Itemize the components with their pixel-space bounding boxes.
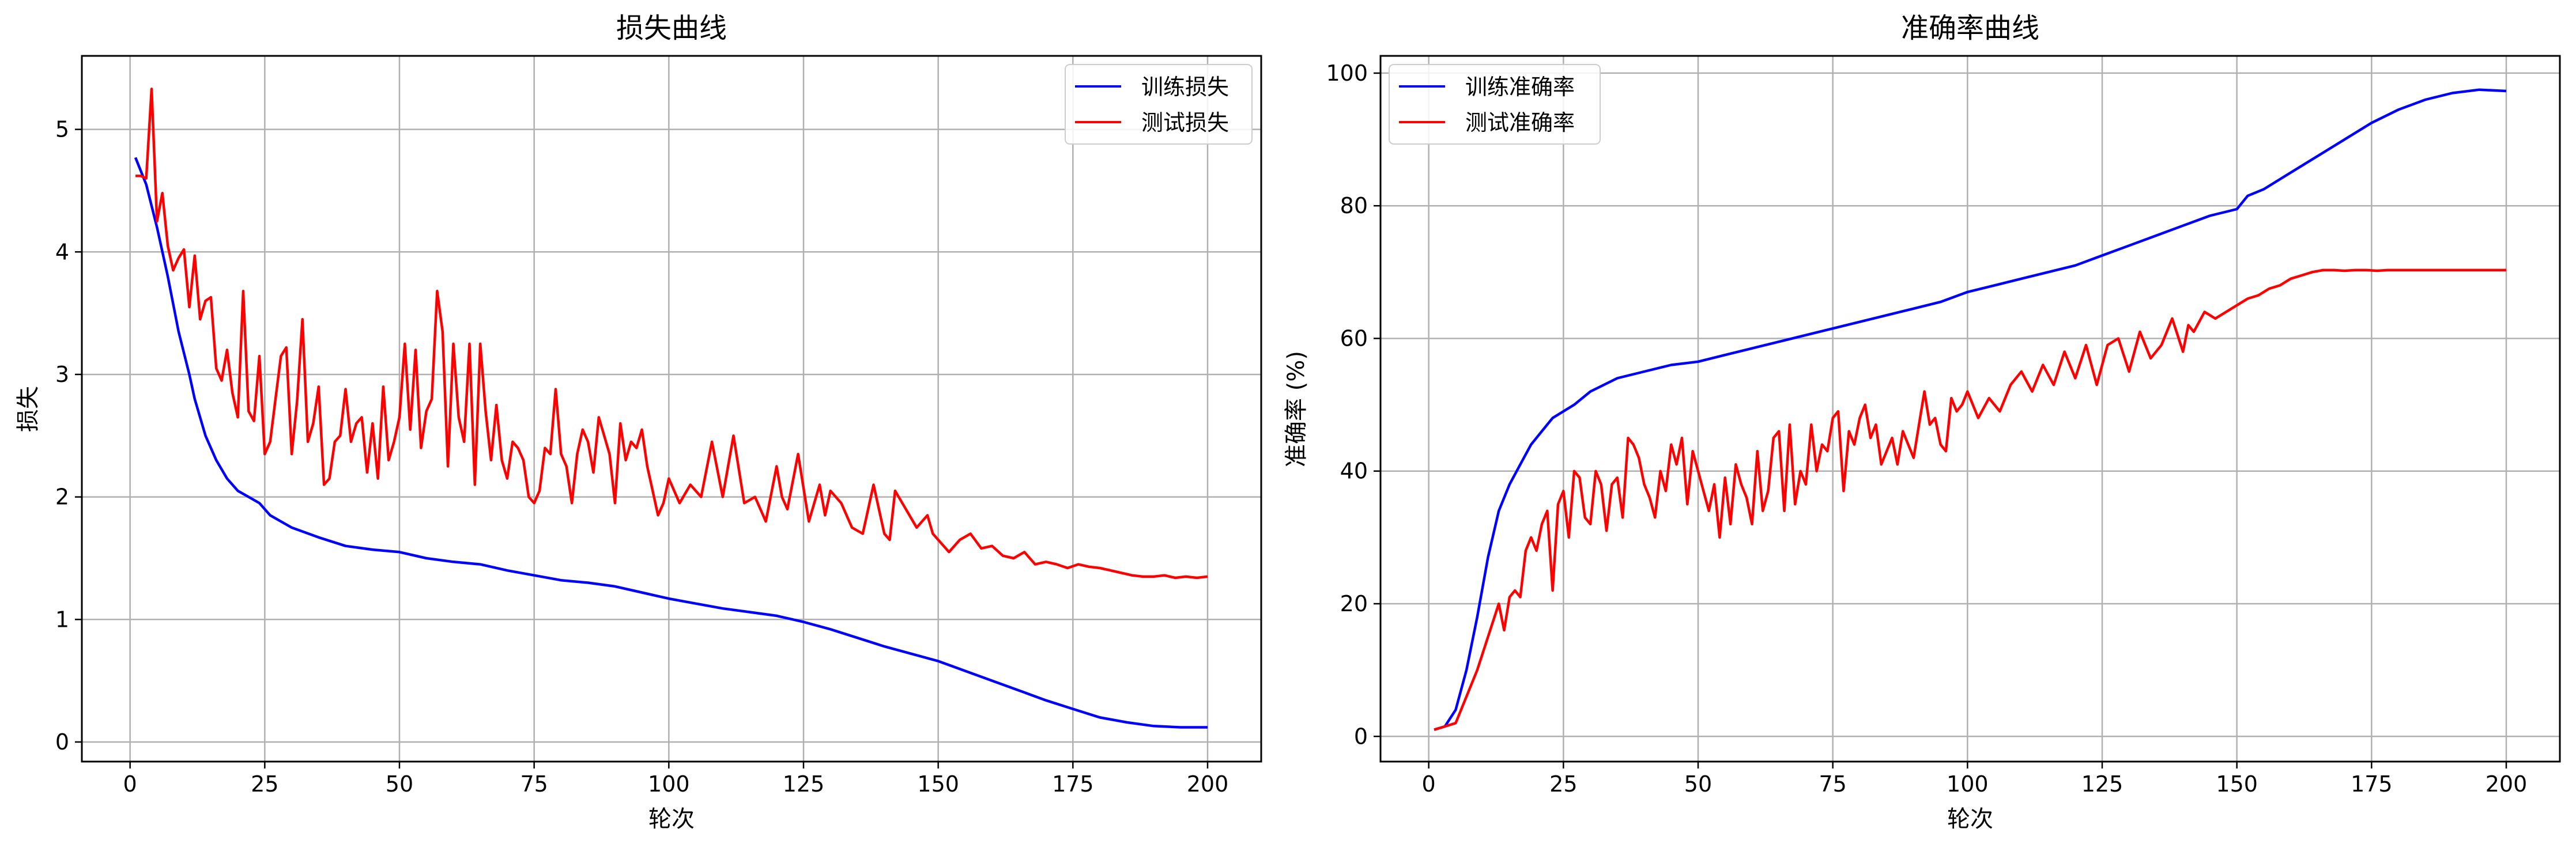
loss-y-tick-label-5: 5 (55, 117, 69, 142)
accuracy-x-tick-label-8: 200 (2486, 771, 2528, 797)
accuracy-x-tick-label-0: 0 (1422, 771, 1436, 797)
loss-x-tick-label-0: 0 (123, 771, 137, 797)
loss-y-tick-label-0: 0 (55, 729, 69, 755)
accuracy-chart-axes-frame (1379, 55, 2561, 763)
loss-chart-x-label: 轮次 (648, 806, 695, 832)
accuracy-series-line-0 (1434, 88, 2507, 731)
loss-chart-y-ticks: 0 1 2 3 4 5 (55, 117, 82, 755)
accuracy-chart-y-ticks: 0 20 40 60 80 100 (1326, 60, 1381, 749)
accuracy-y-tick-label-1: 20 (1340, 591, 1368, 616)
accuracy-legend-label-train: 训练准确率 (1465, 74, 1575, 100)
accuracy-x-tick-label-4: 100 (1947, 771, 1989, 797)
accuracy-chart-legend: 训练准确率 测试准确率 (1389, 64, 1601, 145)
loss-chart-series (134, 88, 1208, 729)
loss-chart-x-ticks: 0 25 50 75 100 125 150 175 200 (123, 762, 1229, 797)
accuracy-series-line-1 (1434, 268, 2506, 731)
loss-chart-y-label: 损失 (15, 386, 42, 432)
accuracy-chart-y-label: 准确率 (%) (1283, 351, 1310, 467)
accuracy-x-tick-label-1: 25 (1549, 771, 1577, 797)
loss-x-tick-label-7: 175 (1052, 771, 1094, 797)
loss-y-tick-label-1: 1 (55, 607, 69, 632)
loss-x-tick-label-5: 125 (783, 771, 825, 797)
accuracy-chart-title: 准确率曲线 (1901, 12, 2039, 44)
accuracy-x-tick-label-5: 125 (2081, 771, 2124, 797)
accuracy-chart-x-ticks: 0 25 50 75 100 125 150 175 200 (1422, 762, 2528, 797)
loss-chart: 损失曲线 0 25 50 75 100 125 150 175 200 0 1 2 3 4 5 轮次 损失… (15, 12, 1262, 832)
loss-y-tick-label-4: 4 (55, 239, 69, 264)
loss-y-tick-label-3: 3 (55, 362, 69, 387)
accuracy-y-tick-label-3: 60 (1340, 325, 1368, 351)
loss-legend-label-train: 训练损失 (1141, 74, 1229, 100)
accuracy-x-tick-label-3: 75 (1819, 771, 1846, 797)
accuracy-y-tick-label-0: 0 (1354, 724, 1368, 749)
accuracy-legend-label-test: 测试准确率 (1465, 110, 1575, 135)
accuracy-y-tick-label-5: 100 (1326, 60, 1368, 86)
loss-x-tick-label-3: 75 (520, 771, 548, 797)
loss-legend-box (1065, 64, 1253, 145)
loss-x-tick-label-1: 25 (251, 771, 278, 797)
accuracy-legend-box (1389, 64, 1601, 145)
accuracy-x-tick-label-2: 50 (1684, 771, 1712, 797)
loss-x-tick-label-8: 200 (1187, 771, 1229, 797)
loss-x-tick-label-6: 150 (917, 771, 959, 797)
accuracy-y-tick-label-2: 40 (1340, 459, 1368, 484)
accuracy-chart-x-label: 轮次 (1947, 806, 1993, 832)
loss-legend-label-test: 测试损失 (1141, 110, 1229, 135)
accuracy-chart: 准确率曲线 0 25 50 75 100 125 150 175 200 0 20 40 60 80 10… (1283, 12, 2561, 832)
loss-series-line-1 (135, 88, 1208, 580)
loss-series-line-0 (134, 157, 1208, 729)
loss-x-tick-label-4: 100 (648, 771, 690, 797)
accuracy-chart-series (1434, 88, 2507, 731)
loss-y-tick-label-2: 2 (55, 484, 69, 510)
loss-chart-title: 损失曲线 (616, 12, 727, 44)
loss-chart-legend: 训练损失 测试损失 (1065, 64, 1253, 145)
accuracy-x-tick-label-7: 175 (2351, 771, 2393, 797)
loss-x-tick-label-2: 50 (386, 771, 413, 797)
accuracy-x-tick-label-6: 150 (2216, 771, 2258, 797)
loss-chart-axes-frame (81, 55, 1262, 763)
accuracy-y-tick-label-4: 80 (1340, 193, 1368, 218)
